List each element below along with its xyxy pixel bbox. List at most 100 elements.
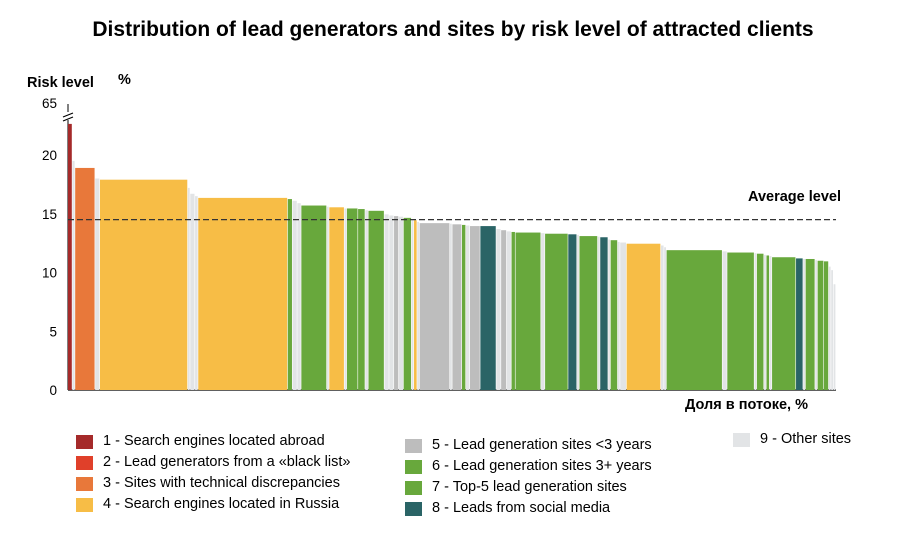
legend-swatch	[76, 477, 93, 491]
bar	[626, 243, 661, 390]
bar	[198, 197, 288, 390]
bar	[75, 167, 95, 390]
bar	[828, 266, 831, 391]
bar	[805, 258, 815, 390]
bar	[344, 208, 347, 390]
y-tick-label: 10	[42, 266, 57, 281]
bar	[414, 220, 417, 390]
bar	[384, 214, 389, 390]
average-label: Average level	[748, 189, 841, 205]
overlay: Average level	[68, 189, 841, 221]
y-axis-unit: %	[118, 72, 131, 88]
bar	[329, 207, 344, 390]
legend-swatch	[405, 502, 422, 516]
bar	[365, 210, 368, 390]
bar	[368, 210, 384, 390]
bar	[545, 233, 568, 390]
axis-break-mark	[62, 112, 74, 122]
bar	[419, 223, 450, 390]
bar	[727, 252, 754, 390]
bar	[72, 160, 75, 391]
bar	[99, 179, 188, 390]
bar	[796, 258, 803, 390]
bar	[766, 255, 770, 390]
bar	[394, 216, 399, 390]
bar	[579, 236, 598, 390]
bar	[326, 206, 329, 390]
y-tick-label: 0	[49, 383, 57, 398]
bar	[501, 230, 507, 390]
bar	[511, 231, 515, 390]
legend-label: 5 - Lead generation sites <3 years	[432, 437, 652, 453]
bar	[358, 209, 365, 390]
bar	[297, 203, 301, 390]
bar	[831, 270, 833, 390]
legend-label: 8 - Leads from social media	[432, 500, 611, 516]
bar	[817, 260, 824, 390]
legend-label: 3 - Sites with technical discrepancies	[103, 475, 340, 491]
x-axis-label: Доля в потоке, %	[685, 397, 808, 413]
bar	[577, 234, 579, 390]
bar	[608, 239, 611, 390]
bar-chart: 0 5 10 15 20 65 Risk level % Доля в потоке, % Av…	[27, 72, 841, 413]
bar	[815, 260, 818, 390]
bar	[541, 233, 545, 390]
bar	[496, 229, 501, 390]
bar	[292, 200, 297, 390]
bars	[68, 123, 836, 391]
bar	[417, 221, 420, 390]
bar	[620, 242, 627, 390]
bar	[411, 219, 414, 390]
y-tick-label: 65	[42, 96, 57, 111]
legend-swatch	[405, 481, 422, 495]
bar	[95, 178, 100, 390]
bar	[597, 236, 600, 390]
bar	[772, 257, 796, 390]
bar	[600, 237, 608, 390]
bar	[610, 240, 618, 390]
legend-label: 4 - Search engines located in Russia	[103, 496, 340, 512]
bar	[450, 223, 452, 390]
y-axis-label: Risk level	[27, 75, 94, 91]
legend-swatch	[76, 435, 93, 449]
bar	[754, 253, 757, 390]
bar	[617, 241, 620, 390]
legend-swatch	[76, 456, 93, 470]
legend-label: 1 - Search engines located abroad	[103, 433, 325, 449]
bar	[722, 251, 727, 390]
bar	[398, 216, 404, 390]
legend-label: 9 - Other sites	[760, 431, 852, 447]
bar	[465, 225, 470, 390]
bar	[660, 245, 664, 390]
bar	[764, 254, 766, 391]
bar	[452, 224, 462, 390]
bar	[664, 247, 666, 390]
bar	[824, 261, 829, 390]
axes: 0 5 10 15 20 65 Risk level % Доля в потоке, %	[27, 72, 836, 413]
bar	[769, 256, 772, 390]
bar	[833, 284, 836, 390]
bar	[666, 250, 722, 390]
bar	[187, 187, 190, 390]
bar	[480, 226, 496, 390]
legend-swatch	[405, 460, 422, 474]
bar	[803, 258, 806, 390]
bar	[515, 232, 541, 390]
bar	[301, 205, 327, 390]
y-tick-label: 20	[42, 148, 57, 163]
bar	[68, 123, 72, 391]
y-tick-label: 15	[42, 207, 57, 222]
y-tick-label: 5	[49, 324, 57, 339]
legend-swatch	[76, 498, 93, 512]
legend-swatch	[733, 433, 750, 447]
bar	[190, 193, 195, 390]
bar	[389, 215, 394, 390]
bar	[568, 234, 577, 390]
bar	[756, 253, 764, 390]
legend-label: 7 - Top-5 lead generation sites	[432, 479, 627, 495]
bar	[461, 224, 466, 390]
legend-label: 2 - Lead generators from a «black list»	[103, 454, 351, 470]
chart-title: Distribution of lead generators and site…	[92, 18, 814, 41]
bar	[506, 231, 511, 391]
bar	[403, 217, 412, 390]
